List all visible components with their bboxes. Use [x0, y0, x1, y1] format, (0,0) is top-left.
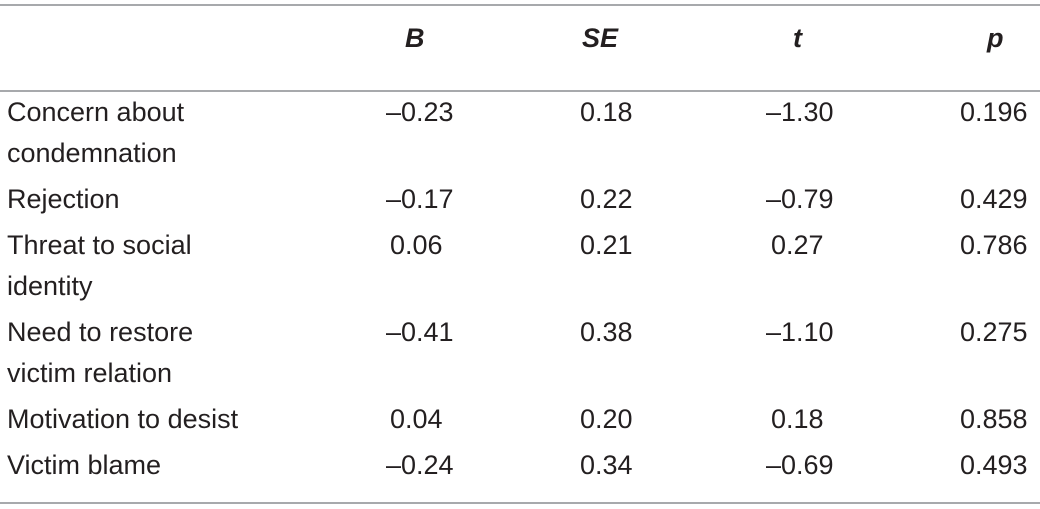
row-label-line1: Need to restore [7, 317, 194, 347]
header-b: B [405, 23, 425, 53]
cell-p: 0.786 [960, 230, 1028, 260]
cell-se: 0.18 [580, 97, 633, 127]
cell-p: 0.275 [960, 317, 1028, 347]
cell-b: –0.41 [386, 317, 454, 347]
row-label-line1: Rejection [7, 184, 120, 214]
table-bottom-rule [0, 502, 1040, 504]
cell-se: 0.38 [580, 317, 633, 347]
cell-b: –0.24 [386, 450, 454, 480]
table-header-row: B SE t p [0, 23, 1040, 67]
row-label-line1: Motivation to desist [7, 404, 239, 434]
row-label: Concern about condemnation [7, 92, 337, 174]
row-label: Need to restore victim relation [7, 312, 337, 394]
cell-b: –0.17 [386, 184, 454, 214]
table-row: Rejection –0.17 0.22 –0.79 0.429 [0, 179, 1040, 220]
cell-t: –1.30 [766, 97, 834, 127]
cell-se: 0.21 [580, 230, 633, 260]
table-header-rule [0, 90, 1040, 92]
row-label-line2: victim relation [7, 358, 173, 388]
cell-p: 0.196 [960, 97, 1028, 127]
header-se: SE [582, 23, 619, 53]
cell-t: –0.79 [766, 184, 834, 214]
table-row: Threat to social identity 0.06 0.21 0.27… [0, 225, 1040, 307]
row-label: Rejection [7, 179, 337, 220]
cell-b: –0.23 [386, 97, 454, 127]
row-label-line1: Threat to social [7, 230, 192, 260]
row-label-line2: identity [7, 271, 93, 301]
cell-p: 0.858 [960, 404, 1028, 434]
table-row: Need to restore victim relation –0.41 0.… [0, 312, 1040, 394]
cell-b: 0.06 [390, 230, 443, 260]
cell-b: 0.04 [390, 404, 443, 434]
row-label: Threat to social identity [7, 225, 337, 307]
cell-se: 0.22 [580, 184, 633, 214]
cell-t: 0.27 [771, 230, 824, 260]
row-label: Motivation to desist [7, 399, 337, 440]
cell-t: 0.18 [771, 404, 824, 434]
cell-se: 0.34 [580, 450, 633, 480]
row-label-line2: condemnation [7, 138, 177, 168]
table-row: Motivation to desist 0.04 0.20 0.18 0.85… [0, 399, 1040, 440]
cell-se: 0.20 [580, 404, 633, 434]
cell-p: 0.493 [960, 450, 1028, 480]
row-label-line1: Victim blame [7, 450, 162, 480]
cell-t: –0.69 [766, 450, 834, 480]
header-t: t [793, 23, 802, 53]
table-row: Victim blame –0.24 0.34 –0.69 0.493 [0, 445, 1040, 486]
header-p: p [987, 23, 1004, 53]
row-label: Victim blame [7, 445, 337, 486]
row-label-line1: Concern about [7, 97, 185, 127]
table-top-rule [0, 4, 1040, 6]
cell-p: 0.429 [960, 184, 1028, 214]
table-row: Concern about condemnation –0.23 0.18 –1… [0, 92, 1040, 174]
cell-t: –1.10 [766, 317, 834, 347]
